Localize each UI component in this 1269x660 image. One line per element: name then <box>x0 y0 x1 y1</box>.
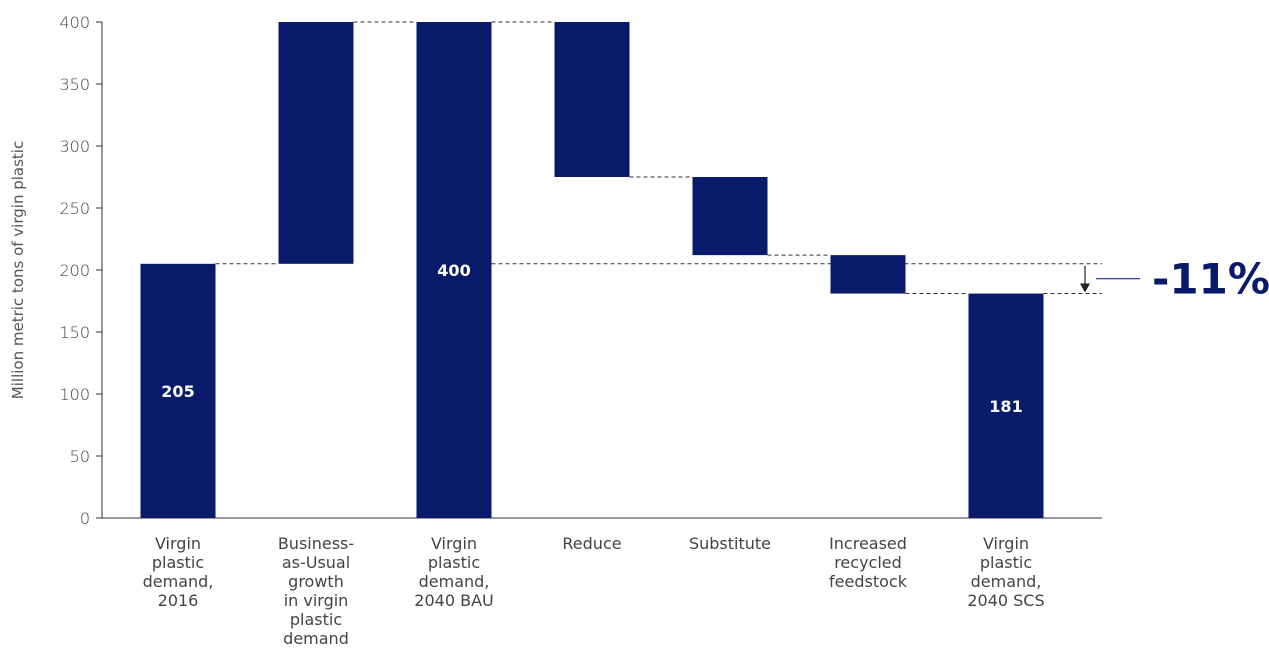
connector-lines <box>215 21 1102 295</box>
y-tick-label: 300 <box>59 137 90 156</box>
category-label-line: in virgin <box>284 591 349 610</box>
category-label-line: demand <box>283 629 349 648</box>
category-label-line: recycled <box>834 553 902 572</box>
category-label-line: plastic <box>290 610 342 629</box>
category-label-line: feedstock <box>829 572 908 591</box>
bar <box>968 293 1044 518</box>
bar-data-label: 205 <box>161 382 194 401</box>
y-tick-label: 50 <box>70 447 90 466</box>
y-tick-label: 250 <box>59 199 90 218</box>
category-label: Business-as-Usual growth in virgin plastic d… <box>278 534 354 648</box>
category-label-line: Increased <box>829 534 907 553</box>
y-tick-label: 400 <box>59 13 90 32</box>
category-label: Substitute <box>689 534 771 553</box>
bar <box>830 255 906 294</box>
category-label-line: 2040 SCS <box>967 591 1044 610</box>
category-label-line: Virgin <box>431 534 477 553</box>
category-label-line: demand, <box>971 572 1042 591</box>
category-label-line: Virgin <box>155 534 201 553</box>
change-percent-label: -11% <box>1152 255 1269 304</box>
category-label-line: demand, <box>419 572 490 591</box>
y-axis-label: Million metric tons of virgin plastic <box>9 141 27 399</box>
bar <box>554 22 630 177</box>
y-tick-label: 100 <box>59 385 90 404</box>
bar <box>140 263 216 518</box>
bars: 205 400 181 <box>140 22 1044 518</box>
category-label: Increased recycled feedstock <box>829 534 908 591</box>
y-tick-label: 150 <box>59 323 90 342</box>
category-label-line: growth <box>288 572 344 591</box>
category-label-line: 2016 <box>158 591 199 610</box>
bar <box>692 177 768 256</box>
bar-data-label: 400 <box>437 261 470 280</box>
category-label-line: Reduce <box>562 534 621 553</box>
category-label: Virgin plastic demand, 2040 BAU <box>414 534 493 610</box>
category-label-line: Substitute <box>689 534 771 553</box>
category-label-line: plastic <box>152 553 204 572</box>
category-label: Virgin plastic demand, 2016 <box>143 534 214 610</box>
change-annotation: -11% <box>1080 255 1269 304</box>
y-tick-label: 350 <box>59 75 90 94</box>
category-label-line: Virgin <box>983 534 1029 553</box>
bar-data-label: 181 <box>989 397 1022 416</box>
category-label: Reduce <box>562 534 621 553</box>
y-tick-label: 200 <box>59 261 90 280</box>
category-label-line: Business- <box>278 534 354 553</box>
category-labels: Virgin plastic demand, 2016Business-as-Usua… <box>143 534 1045 648</box>
category-label-line: 2040 BAU <box>414 591 493 610</box>
change-arrow-head <box>1080 283 1090 293</box>
category-label-line: as-Usual <box>282 553 350 572</box>
bar <box>416 22 492 518</box>
category-label-line: plastic <box>428 553 480 572</box>
bar <box>278 22 354 264</box>
y-axis: 0 50 100 150 200 250 300 350 400 <box>59 13 103 528</box>
category-label: Virgin plastic demand, 2040 SCS <box>967 534 1044 610</box>
category-label-line: plastic <box>980 553 1032 572</box>
category-label-line: demand, <box>143 572 214 591</box>
y-tick-label: 0 <box>80 509 90 528</box>
